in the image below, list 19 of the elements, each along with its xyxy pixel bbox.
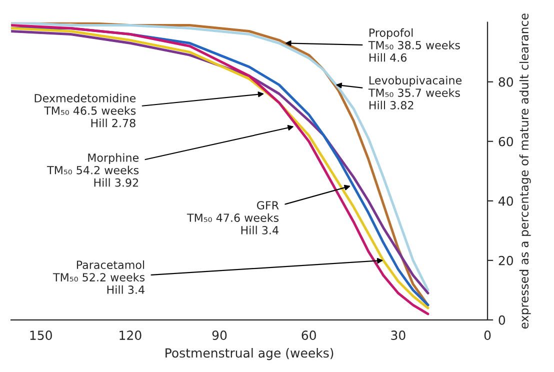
y-tick-label: 20 bbox=[498, 256, 514, 266]
annotation: GFR TM₅₀ 47.6 weeks Hill 3.4 bbox=[186, 201, 279, 234]
y-tick-label: 80 bbox=[498, 77, 514, 87]
x-tick-label: 120 bbox=[120, 330, 142, 340]
annotation: Dexmedetomidine TM₅₀ 46.5 weeks Hill 2.78 bbox=[34, 94, 136, 128]
annotation: Levobupivacaine TM₅₀ 35.7 weeks Hill 3.82 bbox=[368, 76, 462, 110]
annotation: Propofol TM₅₀ 38.5 weeks Hill 4.6 bbox=[368, 28, 460, 62]
x-tick-label: 90 bbox=[212, 330, 227, 340]
annotation: Morphine TM₅₀ 54.2 weeks Hill 3.92 bbox=[47, 153, 139, 187]
y-tick-label: 0 bbox=[498, 315, 506, 325]
x-tick-label: 60 bbox=[302, 330, 316, 340]
x-tick-label: 30 bbox=[391, 330, 406, 340]
annotation: Paracetamol TM₅₀ 52.2 weeks Hill 3.4 bbox=[52, 260, 145, 294]
y-tick-label: 40 bbox=[498, 196, 514, 206]
x-tick-label: 150 bbox=[30, 330, 52, 340]
y-tick-label: 60 bbox=[498, 136, 514, 146]
x-axis-title: Postmenstrual age (weeks) bbox=[166, 348, 334, 360]
y-axis-title: expressed as a percentage of mature adult clearance bbox=[519, 14, 531, 329]
x-tick-label: 0 bbox=[484, 330, 491, 340]
